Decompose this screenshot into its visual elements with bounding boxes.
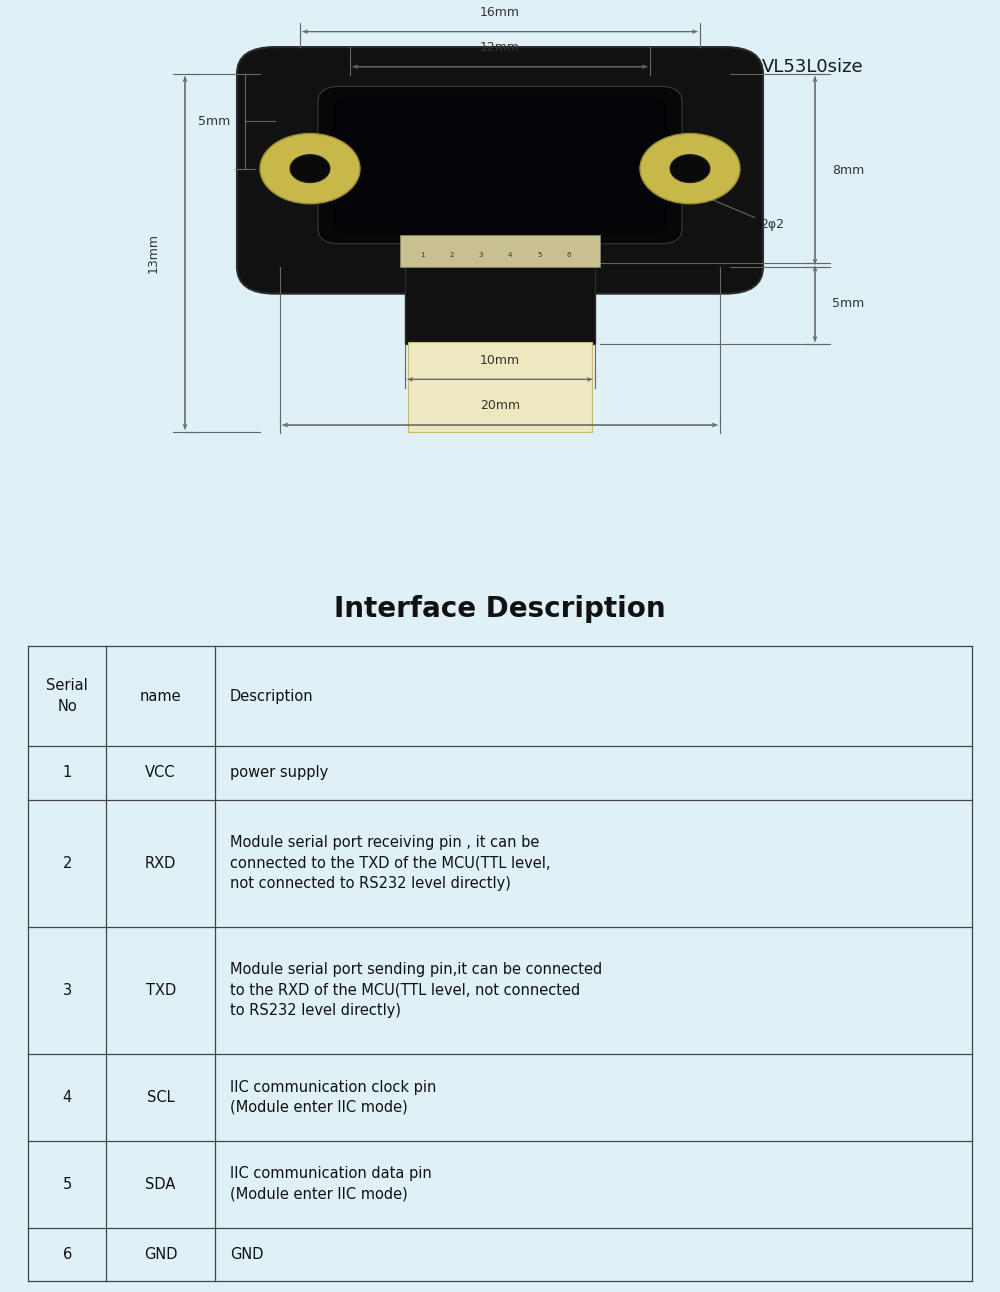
Text: 4: 4: [508, 252, 512, 258]
Text: IIC communication data pin
(Module enter IIC mode): IIC communication data pin (Module enter…: [230, 1167, 432, 1202]
Text: VCC: VCC: [145, 765, 176, 780]
Text: 6: 6: [566, 252, 571, 258]
Text: 3: 3: [63, 983, 72, 997]
Text: RXD: RXD: [145, 855, 176, 871]
Text: 5mm: 5mm: [198, 115, 230, 128]
FancyBboxPatch shape: [333, 97, 667, 234]
Text: 2: 2: [450, 252, 454, 258]
Text: 5mm: 5mm: [832, 297, 864, 310]
Text: 5: 5: [63, 1177, 72, 1191]
Circle shape: [670, 155, 710, 182]
Text: power supply: power supply: [230, 765, 328, 780]
Text: 10mm: 10mm: [480, 354, 520, 367]
Text: 8mm: 8mm: [832, 164, 864, 177]
Text: 3: 3: [479, 252, 483, 258]
Text: 2φ2: 2φ2: [689, 190, 784, 231]
Text: 1: 1: [420, 252, 425, 258]
Bar: [405, 264, 595, 344]
Circle shape: [640, 133, 740, 204]
Text: Serial
No: Serial No: [46, 678, 88, 713]
Circle shape: [290, 155, 330, 182]
Text: 20mm: 20mm: [480, 399, 520, 412]
Text: Description: Description: [230, 689, 314, 704]
Text: GND: GND: [144, 1247, 177, 1262]
Text: Module serial port receiving pin , it can be
connected to the TXD of the MCU(TTL: Module serial port receiving pin , it ca…: [230, 836, 550, 891]
Text: Interface Description: Interface Description: [334, 594, 666, 623]
Text: 5: 5: [537, 252, 542, 258]
Text: 2: 2: [62, 855, 72, 871]
Text: 13mm: 13mm: [147, 233, 160, 273]
Text: 1: 1: [63, 765, 72, 780]
Text: 12mm: 12mm: [480, 41, 520, 54]
Circle shape: [260, 133, 360, 204]
Bar: [400, 235, 600, 267]
Bar: [408, 342, 592, 432]
Text: 16mm: 16mm: [480, 6, 520, 19]
FancyBboxPatch shape: [237, 47, 763, 293]
Text: SDA: SDA: [145, 1177, 176, 1191]
Text: name: name: [140, 689, 181, 704]
Text: 4: 4: [63, 1089, 72, 1105]
Text: GND: GND: [230, 1247, 263, 1262]
Text: 6: 6: [63, 1247, 72, 1262]
Text: TXD: TXD: [146, 983, 176, 997]
Text: SCL: SCL: [147, 1089, 174, 1105]
Text: VL53L0size: VL53L0size: [762, 58, 864, 76]
Text: IIC communication clock pin
(Module enter IIC mode): IIC communication clock pin (Module ente…: [230, 1080, 436, 1115]
Text: Module serial port sending pin,it can be connected
to the RXD of the MCU(TTL lev: Module serial port sending pin,it can be…: [230, 963, 602, 1018]
FancyBboxPatch shape: [318, 87, 682, 244]
